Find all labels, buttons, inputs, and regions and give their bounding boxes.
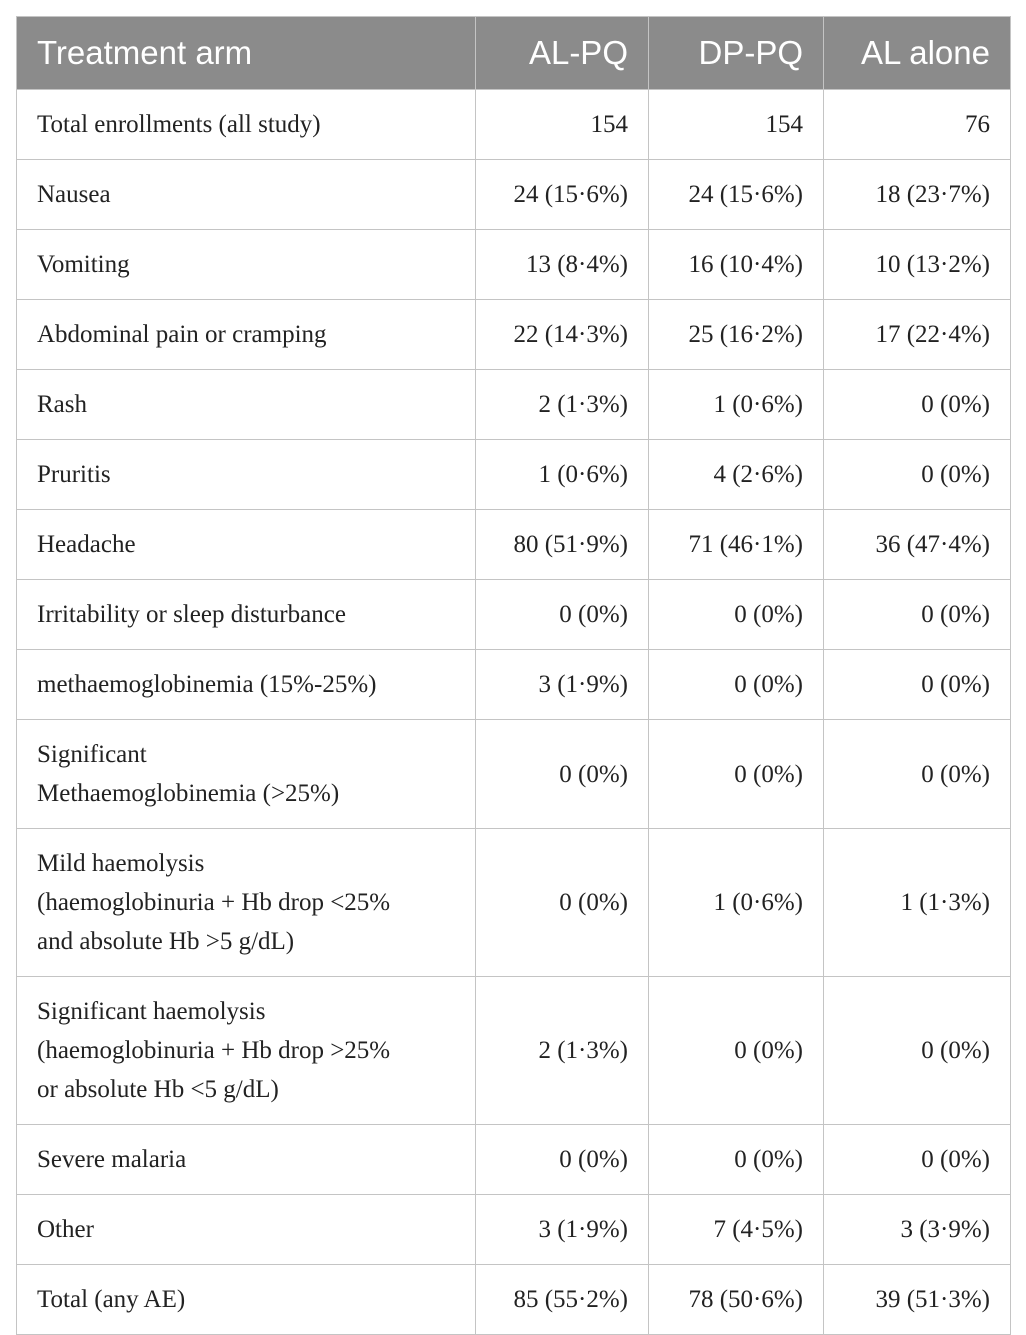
- row-label: Severe malaria: [16, 1124, 476, 1195]
- value-cell: 85 (55·2%): [475, 1264, 649, 1335]
- row-label: Total (any AE): [16, 1264, 476, 1335]
- value-cell: 7 (4·5%): [648, 1194, 824, 1265]
- value-cell: 36 (47·4%): [823, 509, 1011, 580]
- value-cell: 0 (0%): [823, 579, 1011, 650]
- row-label: Other: [16, 1194, 476, 1265]
- table-row: Rash 2 (1·3%) 1 (0·6%) 0 (0%): [16, 369, 1011, 440]
- value-cell: 0 (0%): [648, 1124, 824, 1195]
- value-cell: 78 (50·6%): [648, 1264, 824, 1335]
- value-cell: 0 (0%): [475, 1124, 649, 1195]
- value-cell: 18 (23·7%): [823, 159, 1011, 230]
- value-cell: 3 (1·9%): [475, 1194, 649, 1265]
- table-row: Other 3 (1·9%) 7 (4·5%) 3 (3·9%): [16, 1194, 1011, 1265]
- value-cell: 0 (0%): [823, 1124, 1011, 1195]
- row-label: Pruritis: [16, 439, 476, 510]
- value-cell: 1 (0·6%): [475, 439, 649, 510]
- adverse-events-table: Treatment arm AL-PQ DP-PQ AL alone Total en…: [16, 16, 1011, 1335]
- value-cell: 1 (0·6%): [648, 369, 824, 440]
- header-cell: AL alone: [823, 16, 1011, 90]
- row-label: methaemoglobinemia (15%-25%): [16, 649, 476, 720]
- value-cell: 24 (15·6%): [648, 159, 824, 230]
- value-cell: 16 (10·4%): [648, 229, 824, 300]
- value-cell: 0 (0%): [823, 649, 1011, 720]
- table-row: Significant haemolysis (haemoglobinuria …: [16, 976, 1011, 1125]
- value-cell: 0 (0%): [823, 439, 1011, 510]
- row-label: Significant haemolysis (haemoglobinuria …: [16, 976, 476, 1125]
- table-row: Mild haemolysis (haemoglobinuria + Hb dr…: [16, 828, 1011, 977]
- table-row: Headache 80 (51·9%) 71 (46·1%) 36 (47·4%): [16, 509, 1011, 580]
- value-cell: 3 (1·9%): [475, 649, 649, 720]
- value-cell: 80 (51·9%): [475, 509, 649, 580]
- table-row: Total enrollments (all study) 154 154 76: [16, 89, 1011, 160]
- value-cell: 24 (15·6%): [475, 159, 649, 230]
- value-cell: 13 (8·4%): [475, 229, 649, 300]
- value-cell: 22 (14·3%): [475, 299, 649, 370]
- value-cell: 10 (13·2%): [823, 229, 1011, 300]
- value-cell: 0 (0%): [648, 976, 824, 1125]
- header-cell: AL-PQ: [475, 16, 649, 90]
- value-cell: 0 (0%): [475, 719, 649, 829]
- table-row: Pruritis 1 (0·6%) 4 (2·6%) 0 (0%): [16, 439, 1011, 510]
- row-label: Nausea: [16, 159, 476, 230]
- header-row: Treatment arm AL-PQ DP-PQ AL alone: [16, 16, 1011, 90]
- value-cell: 0 (0%): [823, 976, 1011, 1125]
- value-cell: 0 (0%): [475, 579, 649, 650]
- value-cell: 0 (0%): [648, 649, 824, 720]
- value-cell: 4 (2·6%): [648, 439, 824, 510]
- table-body: Total enrollments (all study) 154 154 76 Nau…: [16, 89, 1011, 1335]
- value-cell: 2 (1·3%): [475, 369, 649, 440]
- value-cell: 1 (1·3%): [823, 828, 1011, 977]
- row-label: Total enrollments (all study): [16, 89, 476, 160]
- header-cell: DP-PQ: [648, 16, 824, 90]
- table-row: Total (any AE) 85 (55·2%) 78 (50·6%) 39 (51…: [16, 1264, 1011, 1335]
- table-row: Severe malaria 0 (0%) 0 (0%) 0 (0%): [16, 1124, 1011, 1195]
- value-cell: 71 (46·1%): [648, 509, 824, 580]
- table-row: Abdominal pain or cramping 22 (14·3%) 25 (…: [16, 299, 1011, 370]
- row-label: Mild haemolysis (haemoglobinuria + Hb dr…: [16, 828, 476, 977]
- value-cell: 0 (0%): [475, 828, 649, 977]
- header-cell: Treatment arm: [16, 16, 476, 90]
- value-cell: 3 (3·9%): [823, 1194, 1011, 1265]
- value-cell: 25 (16·2%): [648, 299, 824, 370]
- row-label: Headache: [16, 509, 476, 580]
- value-cell: 0 (0%): [648, 719, 824, 829]
- value-cell: 17 (22·4%): [823, 299, 1011, 370]
- row-label: Irritability or sleep disturbance: [16, 579, 476, 650]
- table-row: Vomiting 13 (8·4%) 16 (10·4%) 10 (13·2%): [16, 229, 1011, 300]
- table-row: Significant Methaemoglobinemia (>25%) 0 (…: [16, 719, 1011, 829]
- row-label: Vomiting: [16, 229, 476, 300]
- value-cell: 1 (0·6%): [648, 828, 824, 977]
- value-cell: 154: [475, 89, 649, 160]
- value-cell: 76: [823, 89, 1011, 160]
- value-cell: 154: [648, 89, 824, 160]
- table-row: Nausea 24 (15·6%) 24 (15·6%) 18 (23·7%): [16, 159, 1011, 230]
- table-row: methaemoglobinemia (15%-25%) 3 (1·9%) 0 (0…: [16, 649, 1011, 720]
- row-label: Significant Methaemoglobinemia (>25%): [16, 719, 476, 829]
- value-cell: 0 (0%): [823, 719, 1011, 829]
- value-cell: 2 (1·3%): [475, 976, 649, 1125]
- value-cell: 0 (0%): [648, 579, 824, 650]
- value-cell: 0 (0%): [823, 369, 1011, 440]
- row-label: Rash: [16, 369, 476, 440]
- table-row: Irritability or sleep disturbance 0 (0%) 0…: [16, 579, 1011, 650]
- row-label: Abdominal pain or cramping: [16, 299, 476, 370]
- value-cell: 39 (51·3%): [823, 1264, 1011, 1335]
